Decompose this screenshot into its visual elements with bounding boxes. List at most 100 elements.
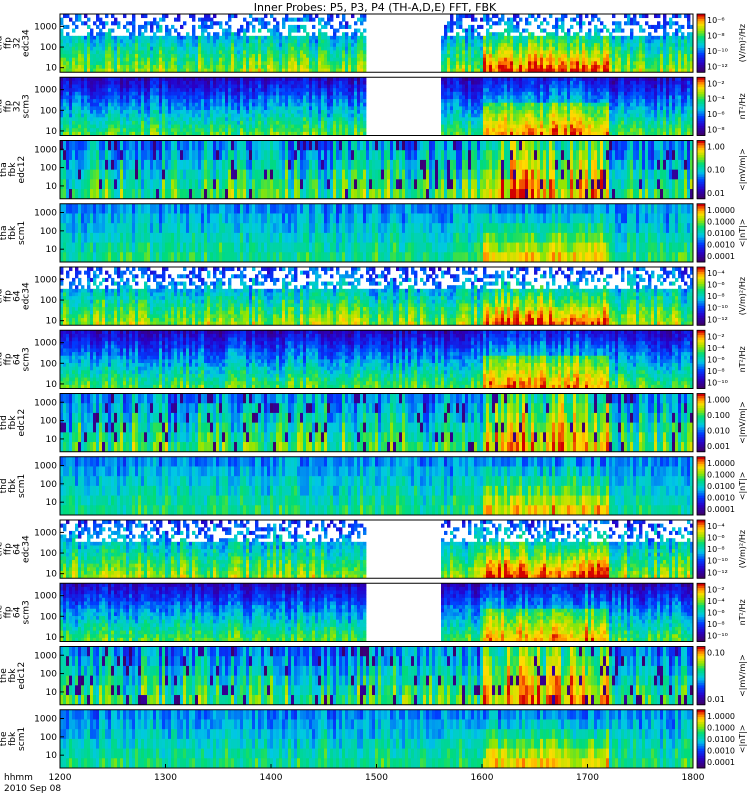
panel-thd-fbk-scm1: 1000 100 10 thd fbk scm1 1.0000 0.1000 0.0100 0.0… xyxy=(0,456,747,516)
colorbar-tha-ffp-scm3: 10⁻² 10⁻⁴ 10⁻⁶ 10⁻⁸ nT²/Hz xyxy=(696,76,747,136)
colorbar-tick-label: 10⁻¹⁰ xyxy=(707,379,728,388)
y-tick-label: 1000 xyxy=(34,275,57,285)
ylabel-line: scm1 xyxy=(17,221,27,245)
spectrogram-tha-ffp-edc34 xyxy=(60,14,693,73)
x-tick-label: 1500 xyxy=(365,773,388,783)
ylabel-line: fbk xyxy=(8,478,18,493)
colorbar-tick-label: 1.0000 xyxy=(707,206,735,215)
y-tick-label: 1000 xyxy=(34,715,57,725)
colorbar-tick-label: 10⁻⁶ xyxy=(707,534,725,543)
colorbar-tick-label: 10⁻¹⁰ xyxy=(707,632,728,641)
colorbar-tick-label: 10⁻⁴ xyxy=(707,522,725,531)
panel-ylabel: thd fbk edc12 xyxy=(0,409,27,437)
ylabel-line: fbk xyxy=(8,668,18,683)
y-tick-label: 10 xyxy=(46,64,58,74)
panel-tha-fbk-scm1: 1000 100 10 tha fbk scm1 1.0000 0.1000 0.0100 0.0… xyxy=(0,203,747,263)
colorbar-tick-label: 10⁻⁶ xyxy=(707,608,725,617)
colorbar-tick-label: 0.0010 xyxy=(707,746,735,755)
panel-frame xyxy=(59,582,694,642)
colorbar-unit: (V/m)²/Hz xyxy=(738,277,747,315)
panel-tha-ffp-edc34: 1000 100 10 tha ffp 32 edc34 10⁻⁶ 10⁻⁸ 10⁻¹⁰ 10⁻¹²… xyxy=(0,13,747,74)
colorbar-thd-ffp-edc34: 10⁻⁴ 10⁻⁶ 10⁻⁸ 10⁻¹⁰ 10⁻¹² (V/m)²/Hz xyxy=(696,266,747,326)
ylabel-line: 64 xyxy=(13,353,23,365)
y-tick-label: 100 xyxy=(40,417,57,427)
spectrogram-thd-fbk-scm1 xyxy=(60,456,693,515)
y-tick-label: 10 xyxy=(46,317,58,327)
footer-date: 2010 Sep 08 xyxy=(4,784,61,794)
panel-ylabel: the ffp 64 scm3 xyxy=(0,600,32,624)
ylabel-line: ffp xyxy=(4,543,14,555)
spectrogram-tha-fbk-edc12 xyxy=(60,140,693,199)
colorbar-tick-label: 0.0010 xyxy=(707,493,735,502)
spectrogram-thd-fbk-edc12 xyxy=(60,393,693,452)
ylabel-line: 64 xyxy=(13,290,23,302)
y-tick-label: 10 xyxy=(46,245,58,255)
colorbar-tick-label: 10⁻⁴ xyxy=(707,597,725,606)
spectrogram-the-ffp-scm3 xyxy=(60,583,693,642)
colorbar-the-ffp-scm3: 10⁻² 10⁻⁴ 10⁻⁶ 10⁻⁸ 10⁻¹⁰ nT²/Hz xyxy=(696,582,747,642)
panel-frame xyxy=(59,76,694,136)
panel-thd-fbk-edc12: 1000 100 10 thd fbk edc12 1.000 0.100 0.010 0.001… xyxy=(0,393,747,453)
colorbar-tick-label: 10⁻² xyxy=(707,79,725,88)
colorbar-tick-label: 0.1000 xyxy=(707,723,735,732)
panel-frame xyxy=(59,13,694,73)
panel-frame xyxy=(59,456,694,516)
colorbar-tick-label: 0.01 xyxy=(707,189,725,198)
ylabel-line: tha xyxy=(0,99,5,114)
colorbar-tick-label: 0.0001 xyxy=(707,505,735,514)
panel-frame xyxy=(59,140,694,200)
panel-frame xyxy=(59,266,694,326)
panel-ylabel: the fbk scm1 xyxy=(0,727,27,751)
colorbar-tick-label: 1.000 xyxy=(707,396,730,405)
colorbar-tick-label: 1.0000 xyxy=(707,459,735,468)
colorbar-tick-label: 1.00 xyxy=(707,143,725,152)
spectrogram-thd-ffp-scm3 xyxy=(60,330,693,389)
x-tick-label: 1600 xyxy=(471,773,494,783)
ylabel-line: scm3 xyxy=(22,94,32,118)
panel-ylabel: tha fbk scm1 xyxy=(0,221,27,245)
panel-ylabel: the fbk edc12 xyxy=(0,662,27,690)
colorbar-unit: (V/m)²/Hz xyxy=(738,530,747,568)
y-tick-label: 100 xyxy=(40,296,57,306)
colorbar-tick-label: 10⁻⁸ xyxy=(707,292,725,301)
colorbar-tick-label: 10⁻⁸ xyxy=(707,126,725,135)
colorbar-tick-label: 0.10 xyxy=(707,649,725,658)
ylabel-line: edc34 xyxy=(22,282,32,310)
panel-frame xyxy=(59,329,694,389)
ylabel-line: thd xyxy=(0,352,5,367)
colorbar-unit: <|nT|> xyxy=(738,218,747,247)
colorbar-tick-label: 10⁻⁸ xyxy=(707,31,725,40)
ylabel-line: fbk xyxy=(8,162,18,177)
y-tick-label: 100 xyxy=(40,359,57,369)
panel-ylabel: thd fbk scm1 xyxy=(0,474,27,498)
x-tick-label: 1200 xyxy=(49,773,72,783)
colorbar-tick-label: 10⁻⁴ xyxy=(707,95,725,104)
ylabel-line: edc12 xyxy=(17,662,27,690)
ylabel-line: fbk xyxy=(8,225,18,240)
colorbar-tick-label: 0.10 xyxy=(707,166,725,175)
colorbar-tick-label: 10⁻⁶ xyxy=(707,281,725,290)
colorbar-tick-label: 10⁻¹⁰ xyxy=(707,557,728,566)
ylabel-line: tha xyxy=(0,162,9,177)
panel-the-fbk-edc12: 1000 100 10 the fbk edc12 0.10 0.01 <|mV/m|> xyxy=(0,646,747,706)
x-tick-label: 1700 xyxy=(576,773,599,783)
colorbar-tick-label: 10⁻⁸ xyxy=(707,367,725,376)
ylabel-line: the xyxy=(0,605,5,620)
y-tick-label: 10 xyxy=(46,688,58,698)
ylabel-line: tha xyxy=(0,226,9,241)
colorbar-unit: <|nT|> xyxy=(738,724,747,753)
colorbar-tick-label: 10⁻¹² xyxy=(707,315,728,324)
panel-ylabel: thd ffp 64 scm3 xyxy=(0,347,32,371)
spectrogram-the-ffp-edc34 xyxy=(60,520,693,579)
y-tick-label: 10 xyxy=(46,498,58,508)
ylabel-line: ffp xyxy=(4,290,14,302)
ylabel-line: thd xyxy=(0,478,9,493)
colorbar-tick-label: 10⁻⁸ xyxy=(707,620,725,629)
panel-frame xyxy=(59,393,694,453)
y-tick-label: 1000 xyxy=(34,339,57,349)
y-tick-label: 100 xyxy=(40,106,57,116)
